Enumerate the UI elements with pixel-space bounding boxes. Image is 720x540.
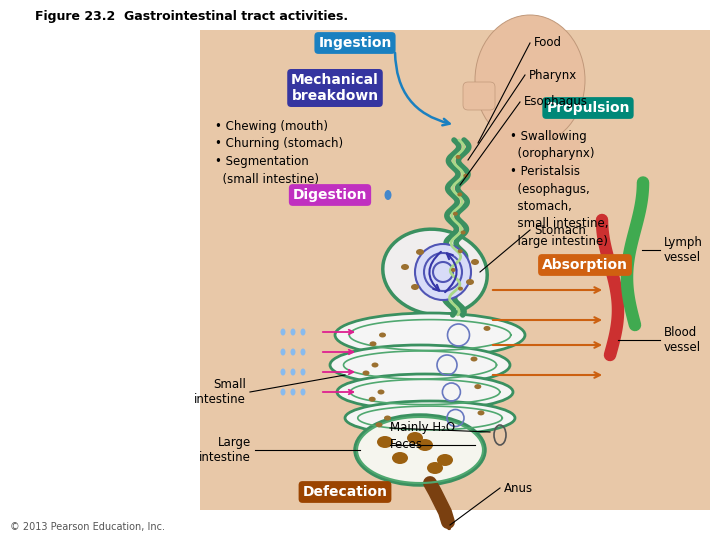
FancyBboxPatch shape	[463, 82, 495, 110]
Ellipse shape	[372, 362, 379, 368]
Ellipse shape	[300, 368, 305, 375]
Text: Stomach: Stomach	[534, 224, 586, 237]
Ellipse shape	[300, 328, 305, 335]
Text: Feces: Feces	[390, 438, 423, 451]
Ellipse shape	[345, 401, 515, 435]
Ellipse shape	[383, 229, 487, 315]
Text: © 2013 Pearson Education, Inc.: © 2013 Pearson Education, Inc.	[10, 522, 165, 532]
Ellipse shape	[281, 388, 286, 395]
Text: Figure 23.2  Gastrointestinal tract activities.: Figure 23.2 Gastrointestinal tract activ…	[35, 10, 348, 23]
Ellipse shape	[401, 264, 409, 270]
Ellipse shape	[369, 341, 377, 346]
Text: Lymph
vessel: Lymph vessel	[664, 236, 703, 264]
Ellipse shape	[463, 174, 468, 178]
Text: • Chewing (mouth)
• Churning (stomach)
• Segmentation
  (small intestine): • Chewing (mouth) • Churning (stomach) •…	[215, 120, 343, 186]
Text: Digestion: Digestion	[293, 188, 367, 202]
Ellipse shape	[461, 231, 466, 234]
Ellipse shape	[355, 415, 485, 485]
Text: Pharynx: Pharynx	[529, 69, 577, 82]
Ellipse shape	[456, 155, 461, 159]
Ellipse shape	[484, 326, 490, 331]
Ellipse shape	[471, 259, 479, 265]
Text: Blood
vessel: Blood vessel	[664, 326, 701, 354]
Text: Large
intestine: Large intestine	[199, 436, 251, 464]
Ellipse shape	[300, 388, 305, 395]
Ellipse shape	[407, 432, 423, 444]
Ellipse shape	[470, 356, 477, 361]
FancyBboxPatch shape	[200, 30, 710, 510]
Ellipse shape	[427, 462, 443, 474]
Ellipse shape	[477, 410, 485, 415]
FancyBboxPatch shape	[490, 80, 545, 160]
Ellipse shape	[466, 279, 474, 285]
Text: • Swallowing
  (oropharynx)
• Peristalsis
  (esophagus,
  stomach,
  small intes: • Swallowing (oropharynx) • Peristalsis …	[510, 130, 608, 248]
Ellipse shape	[290, 368, 295, 375]
Ellipse shape	[290, 328, 295, 335]
Ellipse shape	[417, 439, 433, 451]
Text: Mainly H₂O: Mainly H₂O	[390, 422, 455, 435]
Text: Ingestion: Ingestion	[318, 36, 392, 50]
Circle shape	[415, 244, 471, 300]
Text: Propulsion: Propulsion	[546, 101, 630, 115]
Ellipse shape	[377, 436, 393, 448]
Ellipse shape	[376, 422, 382, 427]
Text: Small
intestine: Small intestine	[194, 378, 246, 406]
Text: Defecation: Defecation	[302, 485, 387, 499]
Text: Food: Food	[534, 37, 562, 50]
Ellipse shape	[474, 384, 481, 389]
Ellipse shape	[475, 15, 585, 145]
Ellipse shape	[411, 284, 419, 290]
Ellipse shape	[453, 212, 458, 216]
Text: Mechanical
breakdown: Mechanical breakdown	[291, 73, 379, 103]
Circle shape	[433, 262, 453, 282]
Ellipse shape	[458, 249, 463, 253]
Circle shape	[424, 253, 462, 291]
Text: Anus: Anus	[504, 482, 533, 495]
Ellipse shape	[281, 348, 286, 355]
Ellipse shape	[451, 268, 456, 272]
Ellipse shape	[437, 454, 453, 466]
Ellipse shape	[281, 328, 286, 335]
Ellipse shape	[290, 348, 295, 355]
Ellipse shape	[362, 370, 369, 375]
Ellipse shape	[457, 192, 462, 197]
Ellipse shape	[330, 345, 510, 385]
Ellipse shape	[290, 388, 295, 395]
Ellipse shape	[379, 333, 386, 338]
Ellipse shape	[377, 389, 384, 395]
Ellipse shape	[384, 190, 392, 200]
Text: Absorption: Absorption	[542, 258, 628, 272]
Ellipse shape	[384, 415, 391, 421]
Text: Esophagus: Esophagus	[524, 96, 588, 109]
Ellipse shape	[335, 313, 525, 357]
Ellipse shape	[300, 348, 305, 355]
Ellipse shape	[392, 452, 408, 464]
Ellipse shape	[416, 249, 424, 255]
Ellipse shape	[458, 287, 463, 291]
Ellipse shape	[281, 368, 286, 375]
FancyBboxPatch shape	[460, 140, 580, 190]
Ellipse shape	[369, 397, 376, 402]
Ellipse shape	[337, 374, 513, 410]
